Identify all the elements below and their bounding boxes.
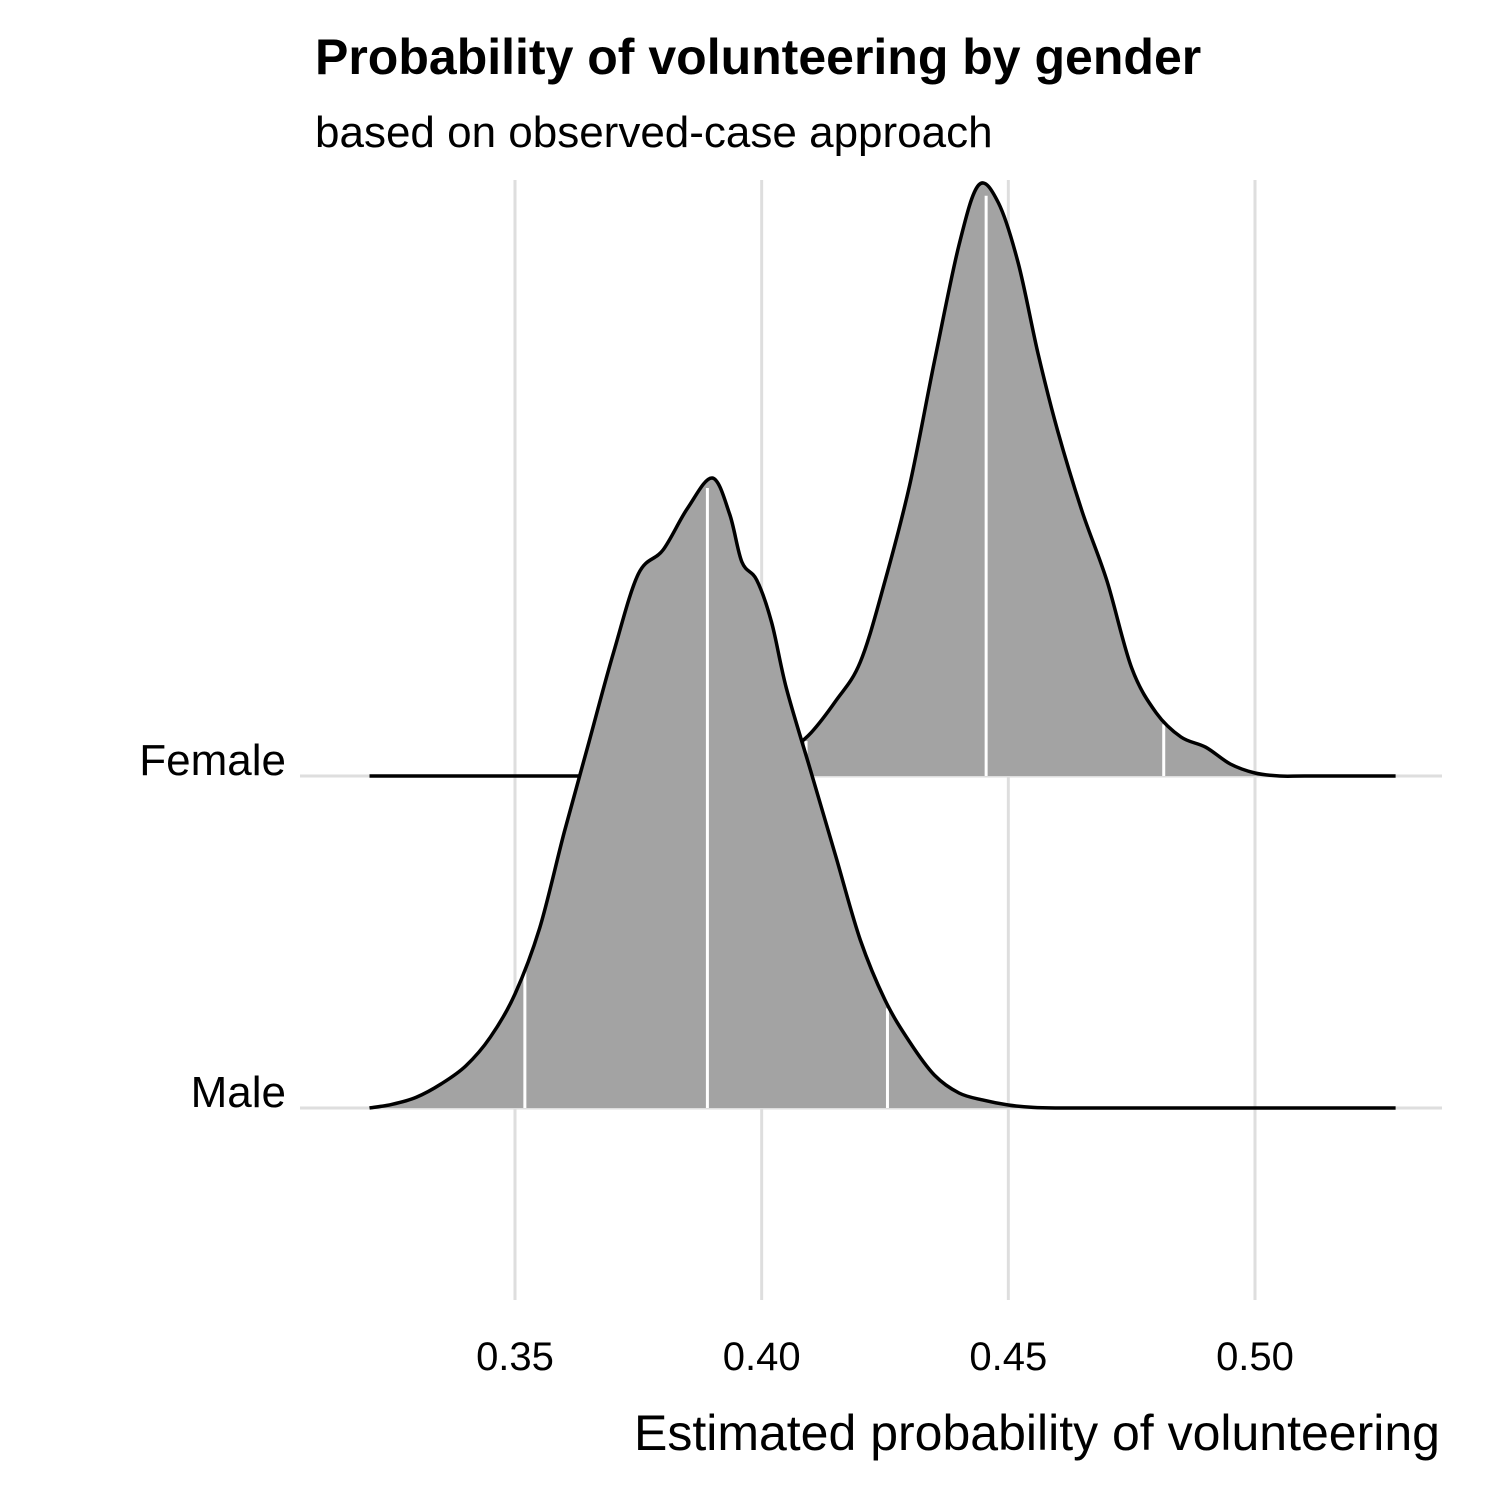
chart-subtitle: based on observed-case approach [315,108,993,157]
ridge-male [369,476,1396,1110]
x-tick-label-0.45: 0.45 [969,1335,1047,1379]
category-label-female: Female [139,736,286,785]
x-tick-label-0.35: 0.35 [476,1335,554,1379]
x-axis-ticks: 0.35 0.40 0.45 0.50 [476,1335,1294,1379]
chart-title: Probability of volunteering by gender [315,29,1202,85]
x-axis-label: Estimated probability of volunteering [633,1405,1440,1461]
x-tick-label-0.40: 0.40 [723,1335,801,1379]
category-label-male: Male [191,1068,286,1117]
y-axis-categories: Male Female [139,736,286,1117]
ridge-female [369,181,1396,780]
x-tick-label-0.50: 0.50 [1216,1335,1294,1379]
ridge-fill-female [369,182,1396,778]
density-ridges [369,181,1396,1110]
ridge-outline-male [369,476,1396,1110]
ridge-fill-male [369,477,1396,1109]
